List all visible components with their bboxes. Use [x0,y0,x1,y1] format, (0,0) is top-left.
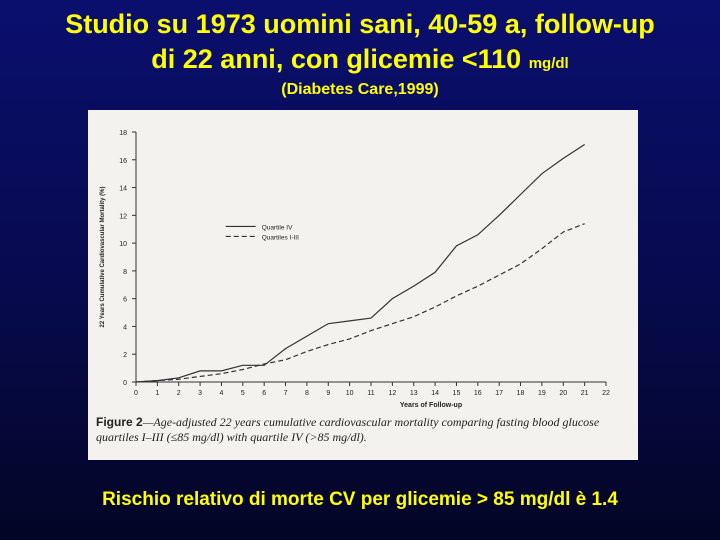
x-tick-label: 1 [155,390,159,397]
x-tick-label: 6 [262,390,266,397]
legend-label: Quartile IV [262,224,293,231]
x-tick-label: 20 [559,390,567,397]
x-tick-label: 16 [474,390,482,397]
x-tick-label: 12 [388,390,396,397]
y-tick-label: 18 [119,130,127,137]
x-tick-label: 0 [134,390,138,397]
x-tick-label: 4 [220,390,224,397]
figure-label: Figure 2 [96,415,143,429]
y-tick-label: 4 [123,324,127,331]
figure-caption-text: —Age-adjusted 22 years cumulative cardio… [96,415,600,444]
x-tick-label: 21 [581,390,589,397]
slide-title-line1: Studio su 1973 uomini sani, 40-59 a, fol… [65,9,655,39]
x-tick-label: 22 [602,390,610,397]
x-tick-label: 5 [241,390,245,397]
x-tick-label: 14 [431,390,439,397]
x-tick-label: 18 [517,390,525,397]
x-tick-label: 13 [410,390,418,397]
title-line2-text: di 22 anni, con glicemie <110 [151,44,522,74]
title-unit: mg/dl [528,55,569,72]
series-line-quartile-iv [135,143,585,383]
figure-scan: 0 2 4 6 8 10 12 14 16 18 0 1 2 3 4 5 6 7 8 9 10 11 12 13 14 15 16 1… [88,110,638,460]
series-line-quartiles-i-iii [135,223,585,383]
x-tick-label: 9 [326,390,330,397]
y-tick-label: 14 [119,186,127,193]
y-tick-label: 0 [123,380,127,387]
x-tick-label: 11 [367,390,374,397]
source-citation: (Diabetes Care,1999) [281,81,439,98]
x-tick-label: 7 [284,390,288,397]
legend-label: Quartiles I-III [262,234,299,241]
slide-title-line2: di 22 anni, con glicemie <110 mg/dl [0,43,720,80]
figure-caption: Figure 2—Age-adjusted 22 years cumulativ… [96,415,630,445]
y-tick-label: 16 [119,158,127,165]
x-tick-label: 17 [495,390,503,397]
conclusion-text: Rischio relativo di morte CV per glicemi… [102,489,618,510]
x-tick-label: 10 [346,390,354,397]
x-tick-label: 19 [538,390,546,397]
y-tick-label: 2 [123,352,127,359]
y-tick-label: 10 [119,241,127,248]
x-axis-label: Years of Follow-up [400,402,462,409]
x-tick-label: 8 [305,390,309,397]
y-tick-label: 6 [123,297,127,304]
y-axis-label: 22 Years Cumulative Cardiovascular Morta… [100,187,106,328]
x-tick-label: 3 [198,390,202,397]
x-tick-label: 2 [177,390,181,397]
y-tick-label: 8 [123,269,127,276]
y-tick-label: 12 [119,213,127,220]
x-tick-label: 15 [453,390,461,397]
